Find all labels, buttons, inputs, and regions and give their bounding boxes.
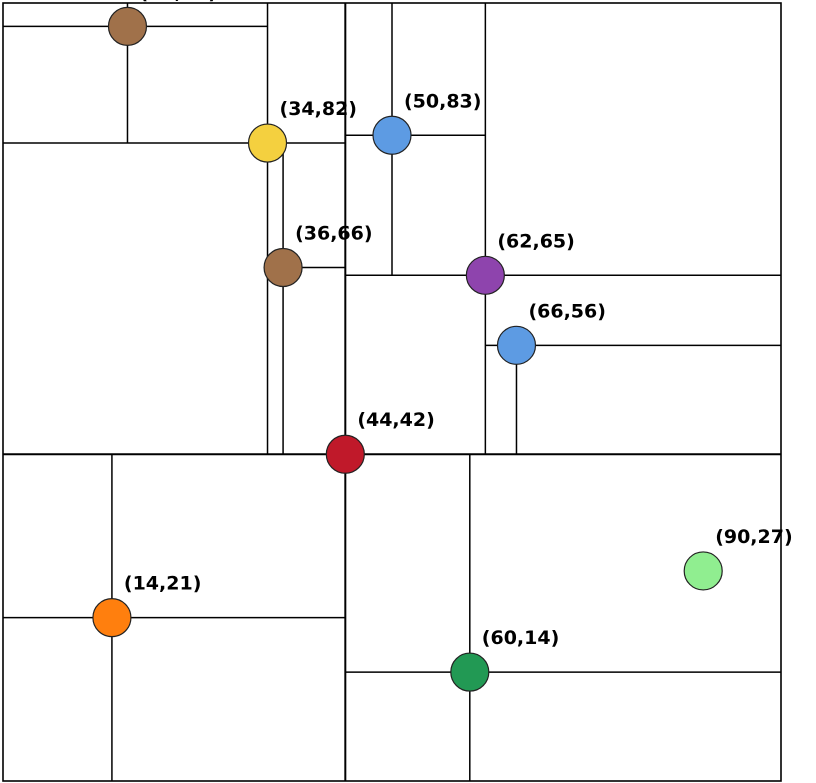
point-label: (16,97) [139, 0, 216, 3]
point-label: (50,83) [404, 90, 481, 112]
point-label: (14,21) [124, 573, 201, 595]
point-marker [107, 6, 148, 46]
point-label: (90,27) [715, 526, 792, 548]
point-label: (66,56) [528, 300, 605, 322]
point-label: (62,65) [497, 230, 574, 252]
point-16-97: (16,97) [107, 0, 217, 46]
point-34-82: (34,82) [247, 98, 357, 163]
point-marker [465, 255, 505, 295]
point-36-66: (36,66) [263, 223, 373, 288]
points: (16,97) (34,82) (36,66) (50,83) (62,65) (66,5… [92, 0, 793, 692]
point-marker [372, 115, 412, 155]
point-label: (34,82) [280, 98, 357, 120]
point-marker [325, 434, 365, 474]
point-label: (36,66) [295, 223, 372, 245]
point-50-83: (50,83) [372, 90, 481, 155]
point-label: (44,42) [357, 409, 434, 431]
point-90-27: (90,27) [683, 526, 793, 591]
point-66-56: (66,56) [496, 300, 606, 365]
point-marker [263, 247, 303, 288]
point-marker [496, 325, 537, 365]
point-marker [450, 652, 490, 692]
point-60-14: (60,14) [450, 627, 559, 692]
point-marker [247, 123, 288, 163]
point-label: (60,14) [482, 627, 559, 649]
point-14-21: (14,21) [92, 573, 201, 638]
point-marker [92, 598, 132, 638]
point-marker [683, 551, 723, 591]
domain-border [2, 2, 782, 782]
point-44-42: (44,42) [325, 409, 435, 474]
point-62-65: (62,65) [465, 230, 575, 295]
